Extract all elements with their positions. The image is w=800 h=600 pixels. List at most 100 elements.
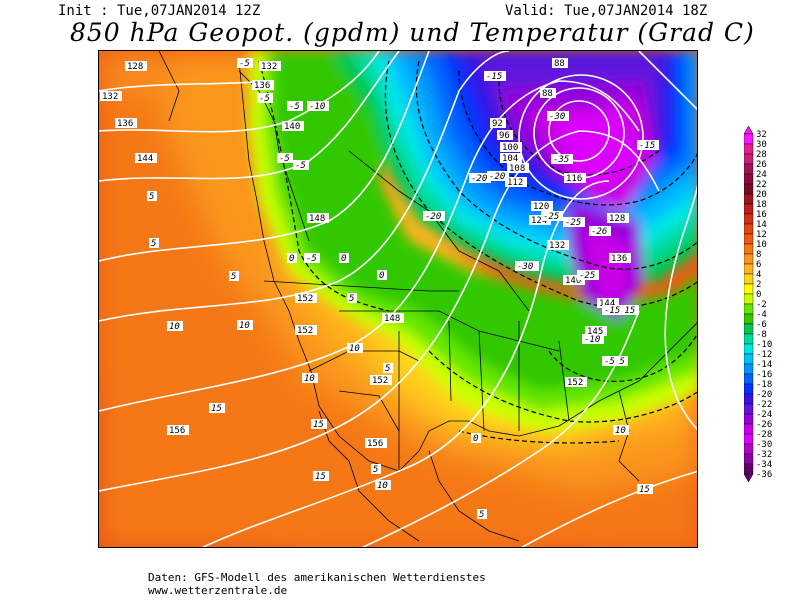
- temperature-label: 10: [615, 426, 626, 436]
- init-time: Init : Tue,07JAN2014 12Z: [58, 3, 261, 19]
- geopotential-label: 100: [502, 143, 518, 153]
- geopotential-label: 148: [309, 214, 325, 224]
- legend-level-label: 24: [756, 170, 767, 180]
- temperature-label-bg: [477, 509, 487, 519]
- legend-level-label: 2: [756, 280, 761, 290]
- legend-level-label: 28: [756, 150, 767, 160]
- geopotential-label-bg: [547, 240, 569, 250]
- legend-level-label: 16: [756, 210, 767, 220]
- temperature-label-bg: [547, 111, 569, 121]
- geopotential-label: 120: [533, 202, 549, 212]
- legend-level-label: -36: [756, 470, 772, 480]
- temperature-label-bg: [339, 253, 349, 263]
- legend-swatch: [744, 223, 754, 235]
- legend-level-label: 12: [756, 230, 767, 240]
- legend-swatch: [744, 363, 754, 375]
- legend-swatch: [744, 433, 754, 445]
- temperature-label-bg: [313, 471, 329, 481]
- legend-level-label: -8: [756, 330, 767, 340]
- geopotential-label-bg: [552, 58, 568, 68]
- temperature-label-bg: [541, 211, 563, 221]
- legend-level-label: 10: [756, 240, 767, 250]
- legend-level-label: 22: [756, 180, 767, 190]
- temperature-label: 15: [313, 420, 324, 430]
- temperature-label: -5: [259, 94, 270, 104]
- legend-level-label: -24: [756, 410, 772, 420]
- temperature-label-bg: [484, 71, 506, 81]
- geopotential-label: 152: [372, 376, 388, 386]
- legend-level-label: 0: [756, 290, 761, 300]
- temperature-label-bg: [347, 293, 357, 303]
- legend-level-label: 4: [756, 270, 761, 280]
- temperature-label: -5: [604, 357, 615, 367]
- temperature-label: 5: [231, 272, 236, 282]
- legend-level-label: -12: [756, 350, 772, 360]
- temperature-label-bg: [229, 271, 239, 281]
- temperature-label: -15: [639, 141, 655, 151]
- geopotential-label: 148: [384, 314, 400, 324]
- geopotential-label-bg: [490, 118, 506, 128]
- temperature-label-bg: [471, 433, 481, 443]
- temperature-label: 10: [169, 322, 180, 332]
- temperature-label: 5: [349, 294, 354, 304]
- legend-swatch: [744, 373, 754, 385]
- temperature-label-bg: [307, 101, 329, 111]
- legend-swatch: [744, 243, 754, 255]
- geopotential-label-bg: [500, 142, 522, 152]
- legend-level-label: -20: [756, 390, 772, 400]
- legend-swatch: [744, 453, 754, 465]
- geopotential-label-bg: [370, 375, 392, 385]
- temperature-label-bg: [287, 253, 297, 263]
- legend-swatch: [744, 133, 754, 145]
- legend-level-label: -16: [756, 370, 772, 380]
- temperature-label: 5: [151, 239, 156, 249]
- legend-level-label: -26: [756, 420, 772, 430]
- legend-level-label: -22: [756, 400, 772, 410]
- geopotential-label: 108: [509, 164, 525, 174]
- temperature-label-bg: [637, 140, 659, 150]
- geopotential-label-bg: [307, 213, 329, 223]
- legend-swatch: [744, 253, 754, 265]
- legend-level-label: -32: [756, 450, 772, 460]
- legend-level-label: -28: [756, 430, 772, 440]
- temperature-label: 5: [385, 364, 390, 374]
- geopotential-label-bg: [497, 130, 513, 140]
- legend-level-label: 32: [756, 130, 767, 140]
- temperature-label-bg: [147, 191, 157, 201]
- temperature-label: 10: [304, 374, 315, 384]
- legend-swatch: [744, 463, 754, 475]
- geopotential-label-bg: [609, 253, 631, 263]
- legend-swatch: [744, 293, 754, 305]
- geopotential-label-bg: [565, 377, 587, 387]
- geopotential-label: 145: [587, 327, 603, 337]
- geopotential-label: 116: [566, 174, 582, 184]
- geopotential-label: 128: [609, 214, 625, 224]
- temperature-label-bg: [577, 270, 599, 280]
- legend-level-label: 18: [756, 200, 767, 210]
- temperature-label: -20: [489, 172, 505, 182]
- temperature-label-bg: [311, 419, 327, 429]
- temperature-label-bg: [237, 320, 253, 330]
- data-source-footer: Daten: GFS-Modell des amerikanischen Wet…: [148, 571, 486, 597]
- legend-level-label: -6: [756, 320, 767, 330]
- temperature-label: -15: [604, 306, 620, 316]
- geopotential-label-bg: [531, 201, 553, 211]
- geopotential-label-bg: [135, 153, 157, 163]
- valid-time: Valid: Tue,07JAN2014 18Z: [505, 3, 708, 19]
- legend-swatch: [744, 403, 754, 415]
- geopotential-label: 152: [297, 294, 313, 304]
- geopotential-label-bg: [507, 163, 529, 173]
- temperature-label-bg: [551, 154, 573, 164]
- temperature-label: -5: [614, 357, 625, 367]
- temperature-label-bg: [209, 403, 225, 413]
- legend-level-label: -30: [756, 440, 772, 450]
- temperature-label-bg: [617, 305, 639, 315]
- geopotential-label-bg: [125, 61, 147, 71]
- temperature-label: -30: [517, 262, 533, 272]
- legend-swatch: [744, 323, 754, 335]
- temperature-label: -15: [619, 306, 635, 316]
- temperature-label: 10: [239, 321, 250, 331]
- geopotential-label: 92: [492, 119, 503, 129]
